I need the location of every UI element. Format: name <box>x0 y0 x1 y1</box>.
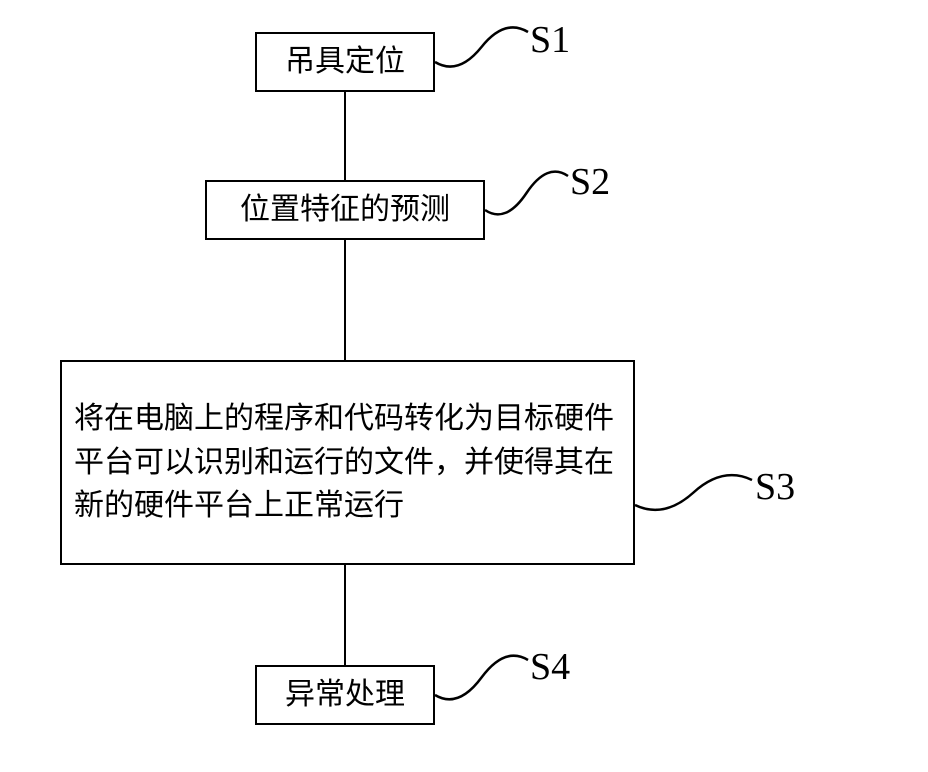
flow-node-s2: 位置特征的预测 <box>205 180 485 240</box>
squiggle-s2 <box>475 156 578 230</box>
flow-edge-s2-s3 <box>344 240 346 360</box>
squiggle-s1 <box>425 12 538 82</box>
squiggle-s4 <box>425 640 538 715</box>
flow-node-s3: 将在电脑上的程序和代码转化为目标硬件平台可以识别和运行的文件，并使得其在新的硬件… <box>60 360 635 565</box>
flow-node-text: 将在电脑上的程序和代码转化为目标硬件平台可以识别和运行的文件，并使得其在新的硬件… <box>74 397 621 528</box>
flow-node-s4: 异常处理 <box>255 665 435 725</box>
flow-node-s1: 吊具定位 <box>255 32 435 92</box>
flow-edge-s1-s2 <box>344 92 346 180</box>
squiggle-s3 <box>625 460 762 525</box>
flow-node-text: 位置特征的预测 <box>240 188 450 232</box>
flow-node-text: 异常处理 <box>285 673 405 717</box>
flow-node-text: 吊具定位 <box>285 40 405 84</box>
flow-edge-s3-s4 <box>344 565 346 665</box>
